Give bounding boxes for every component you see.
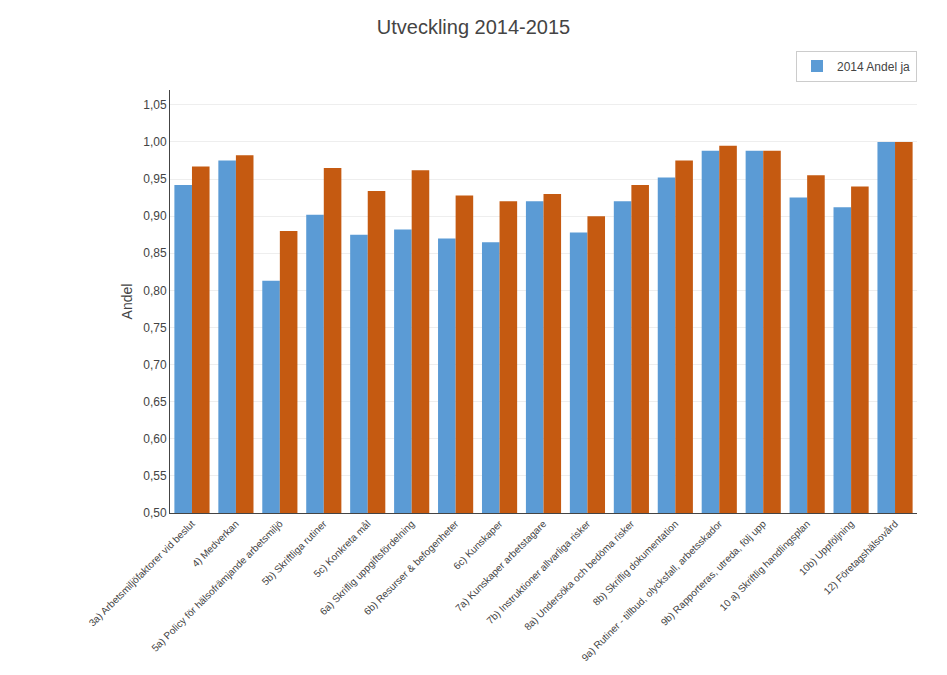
svg-text:6a) Skriflig uppgiftsfördelnin: 6a) Skriflig uppgiftsfördelning [318, 518, 417, 617]
svg-text:10 a) Skriftlig handlingsplan: 10 a) Skriftlig handlingsplan [717, 518, 812, 613]
svg-text:8a) Undersöka och bedöma riske: 8a) Undersöka och bedöma risker [522, 518, 637, 633]
svg-text:5a) Policy för hälsofrämjande: 5a) Policy för hälsofrämjande arbetsmilj… [149, 518, 285, 654]
svg-text:2014 Andel ja: 2014 Andel ja [837, 60, 910, 74]
svg-text:5b) Skriftliga rutiner: 5b) Skriftliga rutiner [260, 518, 330, 588]
svg-text:1,05: 1,05 [143, 98, 167, 112]
svg-text:0,60: 0,60 [143, 432, 167, 446]
svg-text:0,55: 0,55 [143, 469, 167, 483]
svg-text:0,95: 0,95 [143, 172, 167, 186]
svg-text:3a) Arbetsmiljöfaktorer vid be: 3a) Arbetsmiljöfaktorer vid beslut [87, 518, 198, 629]
svg-text:4) Medverkan: 4) Medverkan [190, 518, 241, 569]
svg-text:0,75: 0,75 [143, 321, 167, 335]
svg-text:6c) Kunskaper: 6c) Kunskaper [451, 518, 505, 572]
svg-text:0,85: 0,85 [143, 246, 167, 260]
svg-text:0,80: 0,80 [143, 284, 167, 298]
svg-text:9a) Rutiner - tillbud, olycksf: 9a) Rutiner - tillbud, olycksfall, arbet… [579, 518, 724, 663]
svg-text:0,70: 0,70 [143, 358, 167, 372]
svg-text:1,00: 1,00 [143, 135, 167, 149]
svg-text:Utveckling 2014-2015: Utveckling 2014-2015 [377, 16, 570, 38]
svg-text:0,50: 0,50 [143, 506, 167, 520]
svg-text:6b) Resurser & befogenheter: 6b) Resurser & befogenheter [362, 518, 461, 617]
svg-text:7b) Instruktioner allvarliga r: 7b) Instruktioner allvarliga risker [484, 518, 592, 626]
svg-text:7a) Kunskaper arbetstagare: 7a) Kunskaper arbetstagare [453, 518, 549, 614]
svg-text:0,90: 0,90 [143, 209, 167, 223]
svg-text:8b) Skriflig dokumentation: 8b) Skriflig dokumentation [591, 518, 681, 608]
svg-text:9b) Rapporteras, utreda, följ: 9b) Rapporteras, utreda, följ upp [659, 518, 769, 628]
svg-text:0,65: 0,65 [143, 395, 167, 409]
svg-text:Andel: Andel [119, 284, 135, 320]
svg-text:10b) Uppföljning: 10b) Uppföljning [797, 518, 856, 577]
svg-text:12) Företagshälsovård: 12) Företagshälsovård [821, 518, 900, 597]
svg-text:5c) Konkreta mål: 5c) Konkreta mål [311, 518, 372, 579]
